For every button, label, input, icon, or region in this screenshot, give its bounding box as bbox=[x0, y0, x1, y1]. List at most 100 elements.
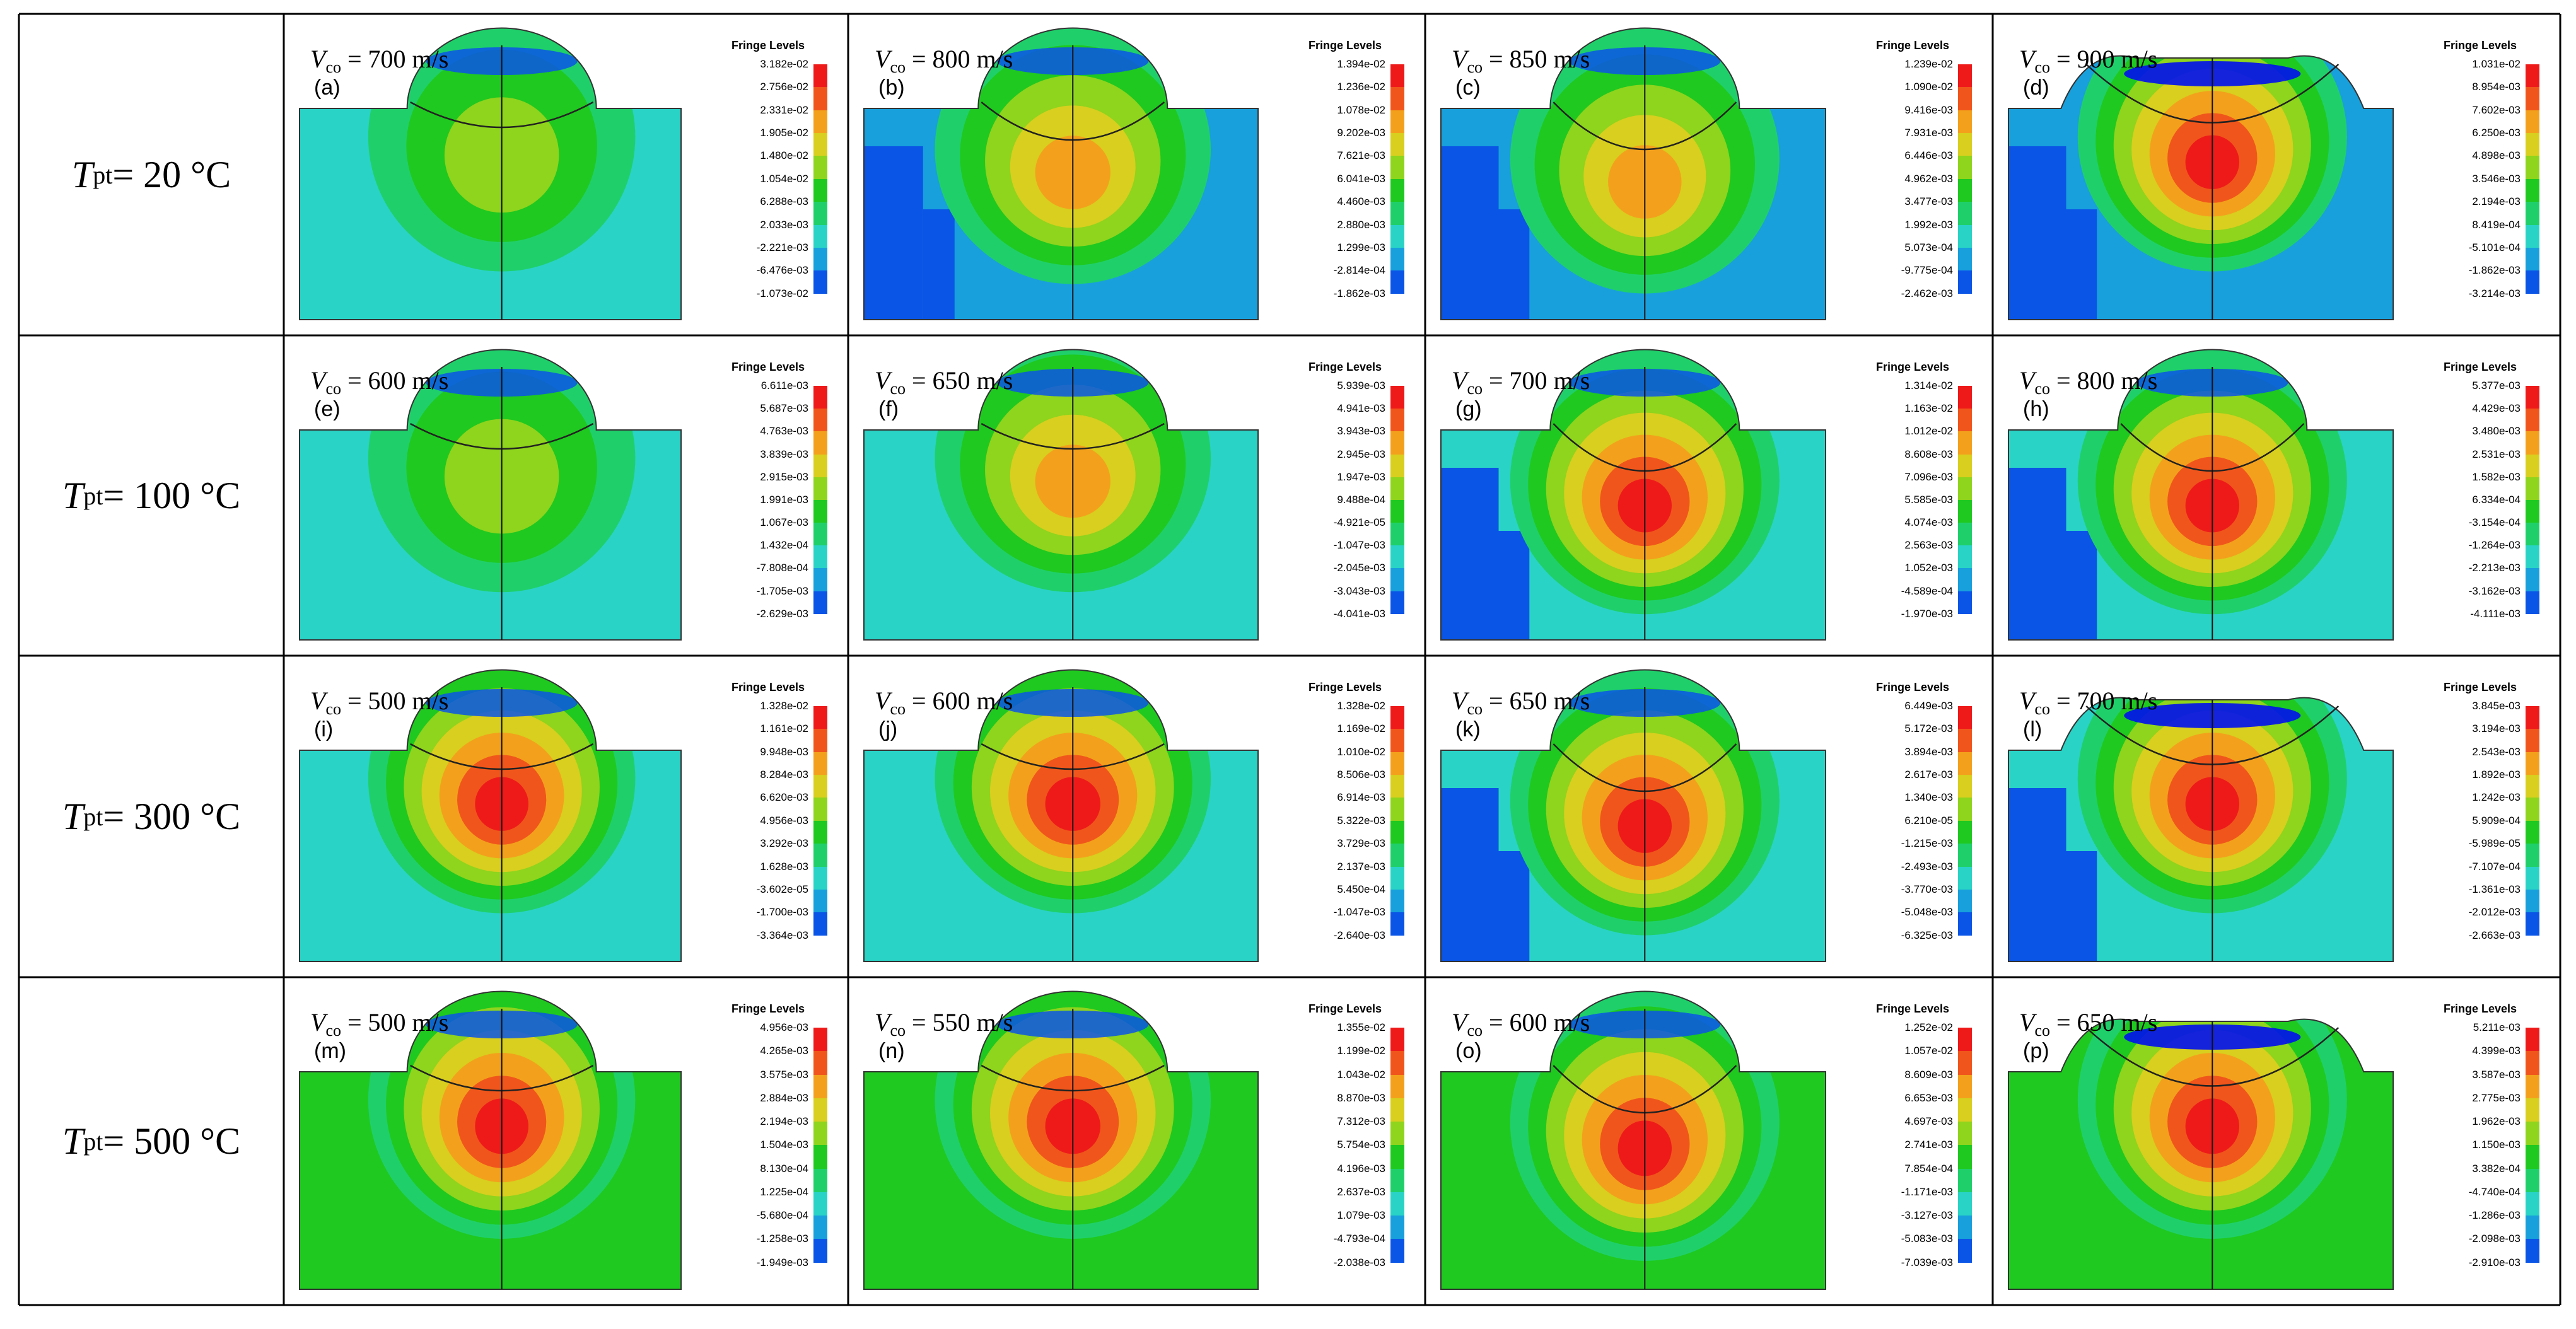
legend-value: 1.355e-02 bbox=[1337, 1021, 1385, 1033]
legend-value: 5.377e-03 bbox=[2472, 380, 2521, 392]
legend-value: 3.477e-03 bbox=[1904, 195, 1953, 208]
contour-plot bbox=[1440, 27, 1826, 320]
legend-value: 2.915e-03 bbox=[760, 470, 808, 483]
legend-swatch bbox=[1390, 1192, 1404, 1216]
legend-swatch bbox=[1958, 706, 1972, 729]
legend-value: 7.602e-03 bbox=[2472, 103, 2521, 116]
contour-panel: Vco = 550 m/s (n) Fringe Levels 1.355e-02 1.… bbox=[848, 977, 1425, 1305]
contour-plot bbox=[299, 349, 682, 641]
legend-value: 4.460e-03 bbox=[1337, 195, 1385, 208]
legend-swatch bbox=[813, 386, 827, 409]
legend-value: 5.754e-03 bbox=[1337, 1139, 1385, 1151]
legend-swatch bbox=[813, 224, 827, 248]
legend-value: 3.546e-03 bbox=[2472, 172, 2521, 185]
legend-swatch bbox=[1390, 820, 1404, 844]
legend-swatch bbox=[813, 133, 827, 156]
legend-swatch bbox=[2526, 1074, 2539, 1098]
velocity-label: Vco = 600 m/s bbox=[875, 687, 1013, 718]
legend-swatch bbox=[2526, 706, 2539, 729]
fringe-band bbox=[1441, 788, 1499, 961]
panel-tag: (f) bbox=[878, 397, 899, 421]
legend-swatch bbox=[2526, 889, 2539, 913]
legend-value: 1.031e-02 bbox=[2472, 58, 2521, 70]
legend-value: 4.956e-03 bbox=[760, 814, 808, 827]
fringe-band bbox=[2008, 788, 2066, 961]
legend-value: 3.943e-03 bbox=[1337, 425, 1385, 438]
legend-swatch bbox=[1390, 798, 1404, 821]
legend-value: 4.941e-03 bbox=[1337, 402, 1385, 415]
legend-value: 6.250e-03 bbox=[2472, 127, 2521, 139]
legend-value: 1.252e-02 bbox=[1904, 1021, 1953, 1033]
legend-swatch bbox=[1390, 1168, 1404, 1192]
legend-title: Fringe Levels bbox=[1876, 681, 1950, 694]
legend-swatch bbox=[813, 1074, 827, 1098]
legend-value: 1.480e-02 bbox=[760, 149, 808, 162]
legend-swatch bbox=[813, 477, 827, 500]
legend-value: 6.041e-03 bbox=[1337, 172, 1385, 185]
contour-outline bbox=[1440, 990, 1826, 1290]
legend-value: 2.563e-03 bbox=[1904, 539, 1953, 552]
legend-swatch bbox=[813, 889, 827, 913]
legend-value: 6.449e-03 bbox=[1904, 700, 1953, 712]
legend-swatch bbox=[2526, 133, 2539, 156]
legend-title: Fringe Levels bbox=[1308, 361, 1382, 373]
legend-value: 2.945e-03 bbox=[1337, 448, 1385, 460]
legend-value: -1.361e-03 bbox=[2468, 883, 2521, 895]
legend-swatch bbox=[1958, 889, 1972, 913]
legend-swatch bbox=[2526, 477, 2539, 500]
legend-title: Fringe Levels bbox=[2444, 681, 2517, 694]
legend-value: 1.239e-02 bbox=[1904, 58, 1953, 70]
legend-value: 3.182e-02 bbox=[760, 58, 808, 70]
legend-swatch bbox=[2526, 1145, 2539, 1169]
legend-value: -4.793e-04 bbox=[1333, 1233, 1385, 1245]
legend-swatch bbox=[813, 1216, 827, 1239]
contour-plot bbox=[863, 27, 1259, 320]
legend-value: 1.582e-03 bbox=[2472, 470, 2521, 483]
legend-value: 2.637e-03 bbox=[1337, 1185, 1385, 1198]
legend-value: 1.628e-03 bbox=[760, 860, 808, 873]
legend-value: 2.741e-03 bbox=[1904, 1139, 1953, 1151]
legend-swatch bbox=[1390, 752, 1404, 775]
legend-value: 1.057e-02 bbox=[1904, 1045, 1953, 1057]
legend-value: 9.948e-03 bbox=[760, 745, 808, 758]
legend-swatch bbox=[1390, 431, 1404, 455]
legend-swatch bbox=[1958, 1098, 1972, 1122]
legend-value: -4.041e-03 bbox=[1333, 607, 1385, 620]
legend-value: 5.585e-03 bbox=[1904, 493, 1953, 506]
fringe-legend: Fringe Levels 5.939e-03 4.941e-03 3.943e-03… bbox=[1308, 361, 1409, 643]
legend-value: 6.210e-05 bbox=[1904, 814, 1953, 827]
legend-value: -3.602e-05 bbox=[756, 883, 808, 895]
velocity-label: Vco = 800 m/s bbox=[2019, 366, 2158, 398]
legend-title: Fringe Levels bbox=[1308, 39, 1382, 52]
legend-value: 1.340e-03 bbox=[1904, 791, 1953, 804]
fringe-band bbox=[864, 146, 923, 320]
panel-tag: (k) bbox=[1455, 717, 1481, 741]
velocity-label: Vco = 500 m/s bbox=[310, 1008, 449, 1040]
velocity-label: Vco = 850 m/s bbox=[1452, 45, 1590, 76]
panel-tag: (p) bbox=[2023, 1039, 2049, 1063]
legend-value: 1.991e-03 bbox=[760, 493, 808, 506]
contour-panel: Vco = 700 m/s (l) Fringe Levels 3.845e-03 3.… bbox=[1993, 656, 2560, 977]
legend-swatch bbox=[2526, 156, 2539, 179]
legend-swatch bbox=[813, 431, 827, 455]
legend-swatch bbox=[1958, 568, 1972, 591]
legend-value: 1.067e-03 bbox=[760, 516, 808, 529]
panel-tag: (m) bbox=[314, 1039, 346, 1063]
legend-value: 9.202e-03 bbox=[1337, 127, 1385, 139]
panel-tag: (o) bbox=[1455, 1039, 1482, 1063]
legend-value: 1.432e-04 bbox=[760, 539, 808, 552]
fringe-band bbox=[1441, 146, 1499, 320]
velocity-label: Vco = 800 m/s bbox=[875, 45, 1013, 76]
contour-panel: Vco = 500 m/s (i) Fringe Levels 1.328e-02 1.… bbox=[284, 656, 848, 977]
contour-panel: Vco = 600 m/s (e) Fringe Levels 6.611e-03 5.… bbox=[284, 335, 848, 656]
panel-tag: (c) bbox=[1455, 76, 1481, 100]
legend-value: -2.098e-03 bbox=[2468, 1233, 2521, 1245]
legend-swatch bbox=[813, 1051, 827, 1075]
legend-value: 5.172e-03 bbox=[1904, 723, 1953, 735]
legend-value: 7.621e-03 bbox=[1337, 149, 1385, 162]
legend-swatch bbox=[2526, 386, 2539, 409]
legend-swatch bbox=[813, 202, 827, 225]
legend-value: 3.575e-03 bbox=[760, 1068, 808, 1081]
legend-swatch bbox=[1958, 844, 1972, 867]
